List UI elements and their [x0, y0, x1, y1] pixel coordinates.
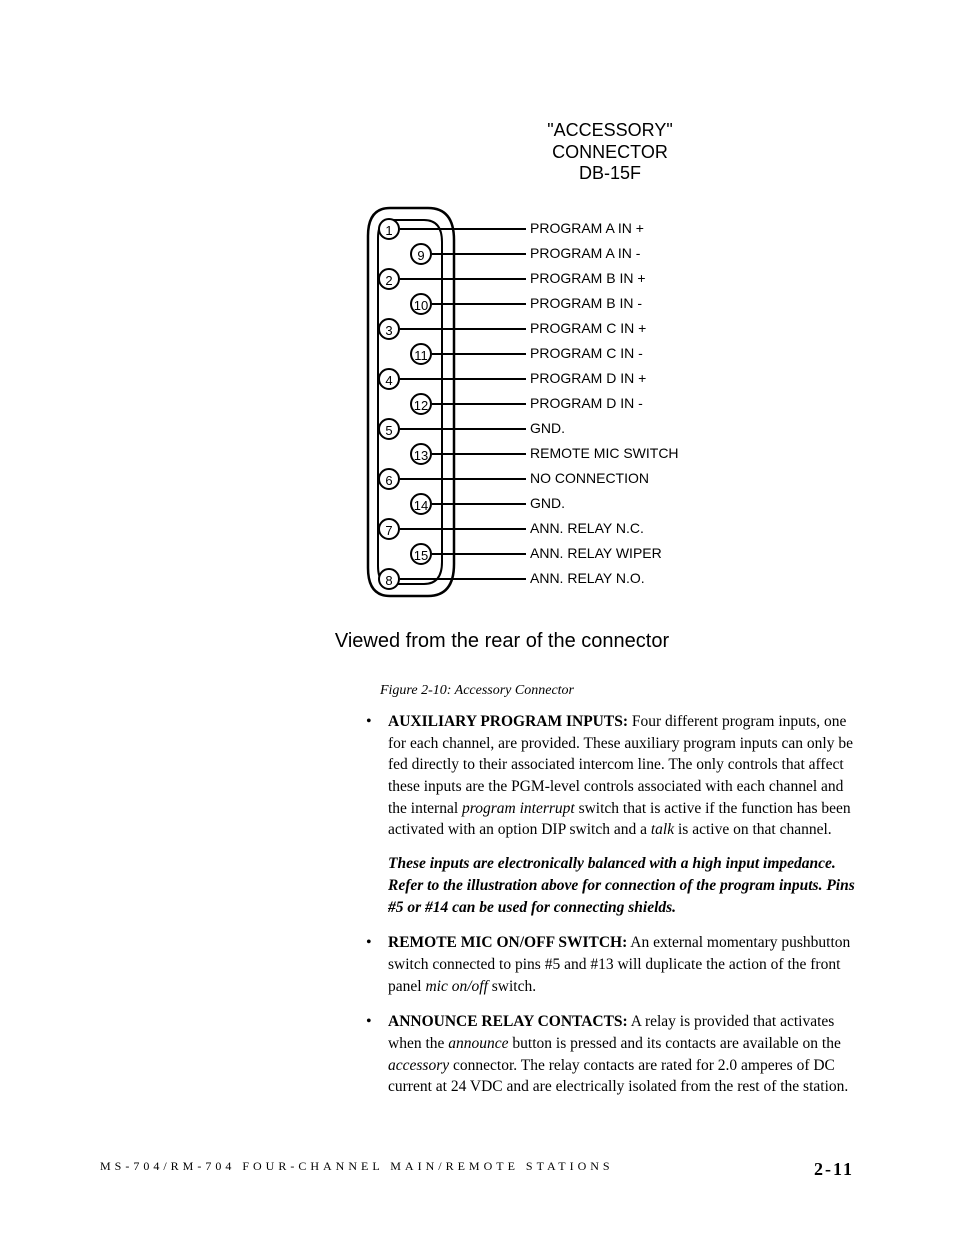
- pin-label-5: GND.: [530, 420, 565, 436]
- pin-12: 12: [410, 393, 432, 415]
- body-content: AUXILIARY PROGRAM INPUTS: Four different…: [360, 711, 860, 1098]
- pin-label-8: ANN. RELAY N.O.: [530, 570, 645, 586]
- pin-6: 6: [378, 468, 400, 490]
- pin-leader-4: [400, 378, 526, 380]
- pin-leader-13: [432, 453, 526, 455]
- pin-8: 8: [378, 568, 400, 590]
- text: switch.: [488, 978, 536, 995]
- text: button is pressed and its contacts are a…: [509, 1035, 841, 1052]
- diagram-sub-caption: Viewed from the rear of the connector: [150, 630, 854, 653]
- pin-leader-9: [432, 253, 526, 255]
- pin-label-11: PROGRAM C IN -: [530, 345, 643, 361]
- heading-aux-inputs: AUXILIARY PROGRAM INPUTS:: [388, 713, 628, 730]
- page-footer: MS-704/RM-704 FOUR-CHANNEL MAIN/REMOTE S…: [100, 1159, 854, 1180]
- footer-left: MS-704/RM-704 FOUR-CHANNEL MAIN/REMOTE S…: [100, 1159, 614, 1180]
- diagram-title-line1: "ACCESSORY": [547, 120, 672, 140]
- pin-leader-15: [432, 553, 526, 555]
- list-item-remote-mic: REMOTE MIC ON/OFF SWITCH: An external mo…: [360, 932, 860, 997]
- pin-leader-6: [400, 478, 526, 480]
- pin-10: 10: [410, 293, 432, 315]
- pin-leader-2: [400, 278, 526, 280]
- italic-text: announce: [448, 1035, 508, 1052]
- diagram-title-line3: DB-15F: [579, 163, 641, 183]
- pin-label-10: PROGRAM B IN -: [530, 295, 642, 311]
- heading-remote-mic: REMOTE MIC ON/OFF SWITCH:: [388, 934, 627, 951]
- pin-7: 7: [378, 518, 400, 540]
- pin-label-3: PROGRAM C IN +: [530, 320, 646, 336]
- text: is active on that channel.: [674, 821, 832, 838]
- emphasis-block: These inputs are electronically balanced…: [388, 853, 860, 918]
- pin-11: 11: [410, 343, 432, 365]
- page: "ACCESSORY" CONNECTOR DB-15F 1 PROGRAM A …: [0, 0, 954, 1235]
- pin-leader-14: [432, 503, 526, 505]
- pin-5: 5: [378, 418, 400, 440]
- pin-leader-1: [400, 228, 526, 230]
- italic-text: talk: [651, 821, 674, 838]
- pin-label-9: PROGRAM A IN -: [530, 245, 640, 261]
- list-item-aux-inputs: AUXILIARY PROGRAM INPUTS: Four different…: [360, 711, 860, 918]
- diagram-title: "ACCESSORY" CONNECTOR DB-15F: [500, 120, 720, 185]
- pin-9: 9: [410, 243, 432, 265]
- pin-leader-5: [400, 428, 526, 430]
- pin-leader-10: [432, 303, 526, 305]
- pin-label-6: NO CONNECTION: [530, 470, 649, 486]
- pin-label-14: GND.: [530, 495, 565, 511]
- pin-13: 13: [410, 443, 432, 465]
- pin-3: 3: [378, 318, 400, 340]
- footer-page-number: 2-11: [814, 1159, 854, 1180]
- pin-15: 15: [410, 543, 432, 565]
- pin-leader-7: [400, 528, 526, 530]
- pin-label-7: ANN. RELAY N.C.: [530, 520, 644, 536]
- pin-4: 4: [378, 368, 400, 390]
- pin-label-4: PROGRAM D IN +: [530, 370, 646, 386]
- pin-leader-8: [400, 578, 526, 580]
- pin-label-12: PROGRAM D IN -: [530, 395, 643, 411]
- pin-label-15: ANN. RELAY WIPER: [530, 545, 662, 561]
- figure-caption: Figure 2-10: Accessory Connector: [100, 683, 854, 699]
- italic-text: program interrupt: [462, 800, 575, 817]
- pin-leader-11: [432, 353, 526, 355]
- italic-text: mic on/off: [425, 978, 487, 995]
- pin-leader-3: [400, 328, 526, 330]
- pin-2: 2: [378, 268, 400, 290]
- pin-14: 14: [410, 493, 432, 515]
- list-item-announce-relay: ANNOUNCE RELAY CONTACTS: A relay is prov…: [360, 1011, 860, 1098]
- heading-announce-relay: ANNOUNCE RELAY CONTACTS:: [388, 1013, 628, 1030]
- pin-label-1: PROGRAM A IN +: [530, 220, 644, 236]
- pin-1: 1: [378, 218, 400, 240]
- diagram-title-line2: CONNECTOR: [552, 142, 668, 162]
- pin-label-2: PROGRAM B IN +: [530, 270, 646, 286]
- italic-text: accessory: [388, 1057, 449, 1074]
- pin-label-13: REMOTE MIC SWITCH: [530, 445, 679, 461]
- text: connector. The relay contacts are rated …: [388, 1057, 848, 1096]
- pin-leader-12: [432, 403, 526, 405]
- connector-diagram: "ACCESSORY" CONNECTOR DB-15F 1 PROGRAM A …: [360, 120, 860, 620]
